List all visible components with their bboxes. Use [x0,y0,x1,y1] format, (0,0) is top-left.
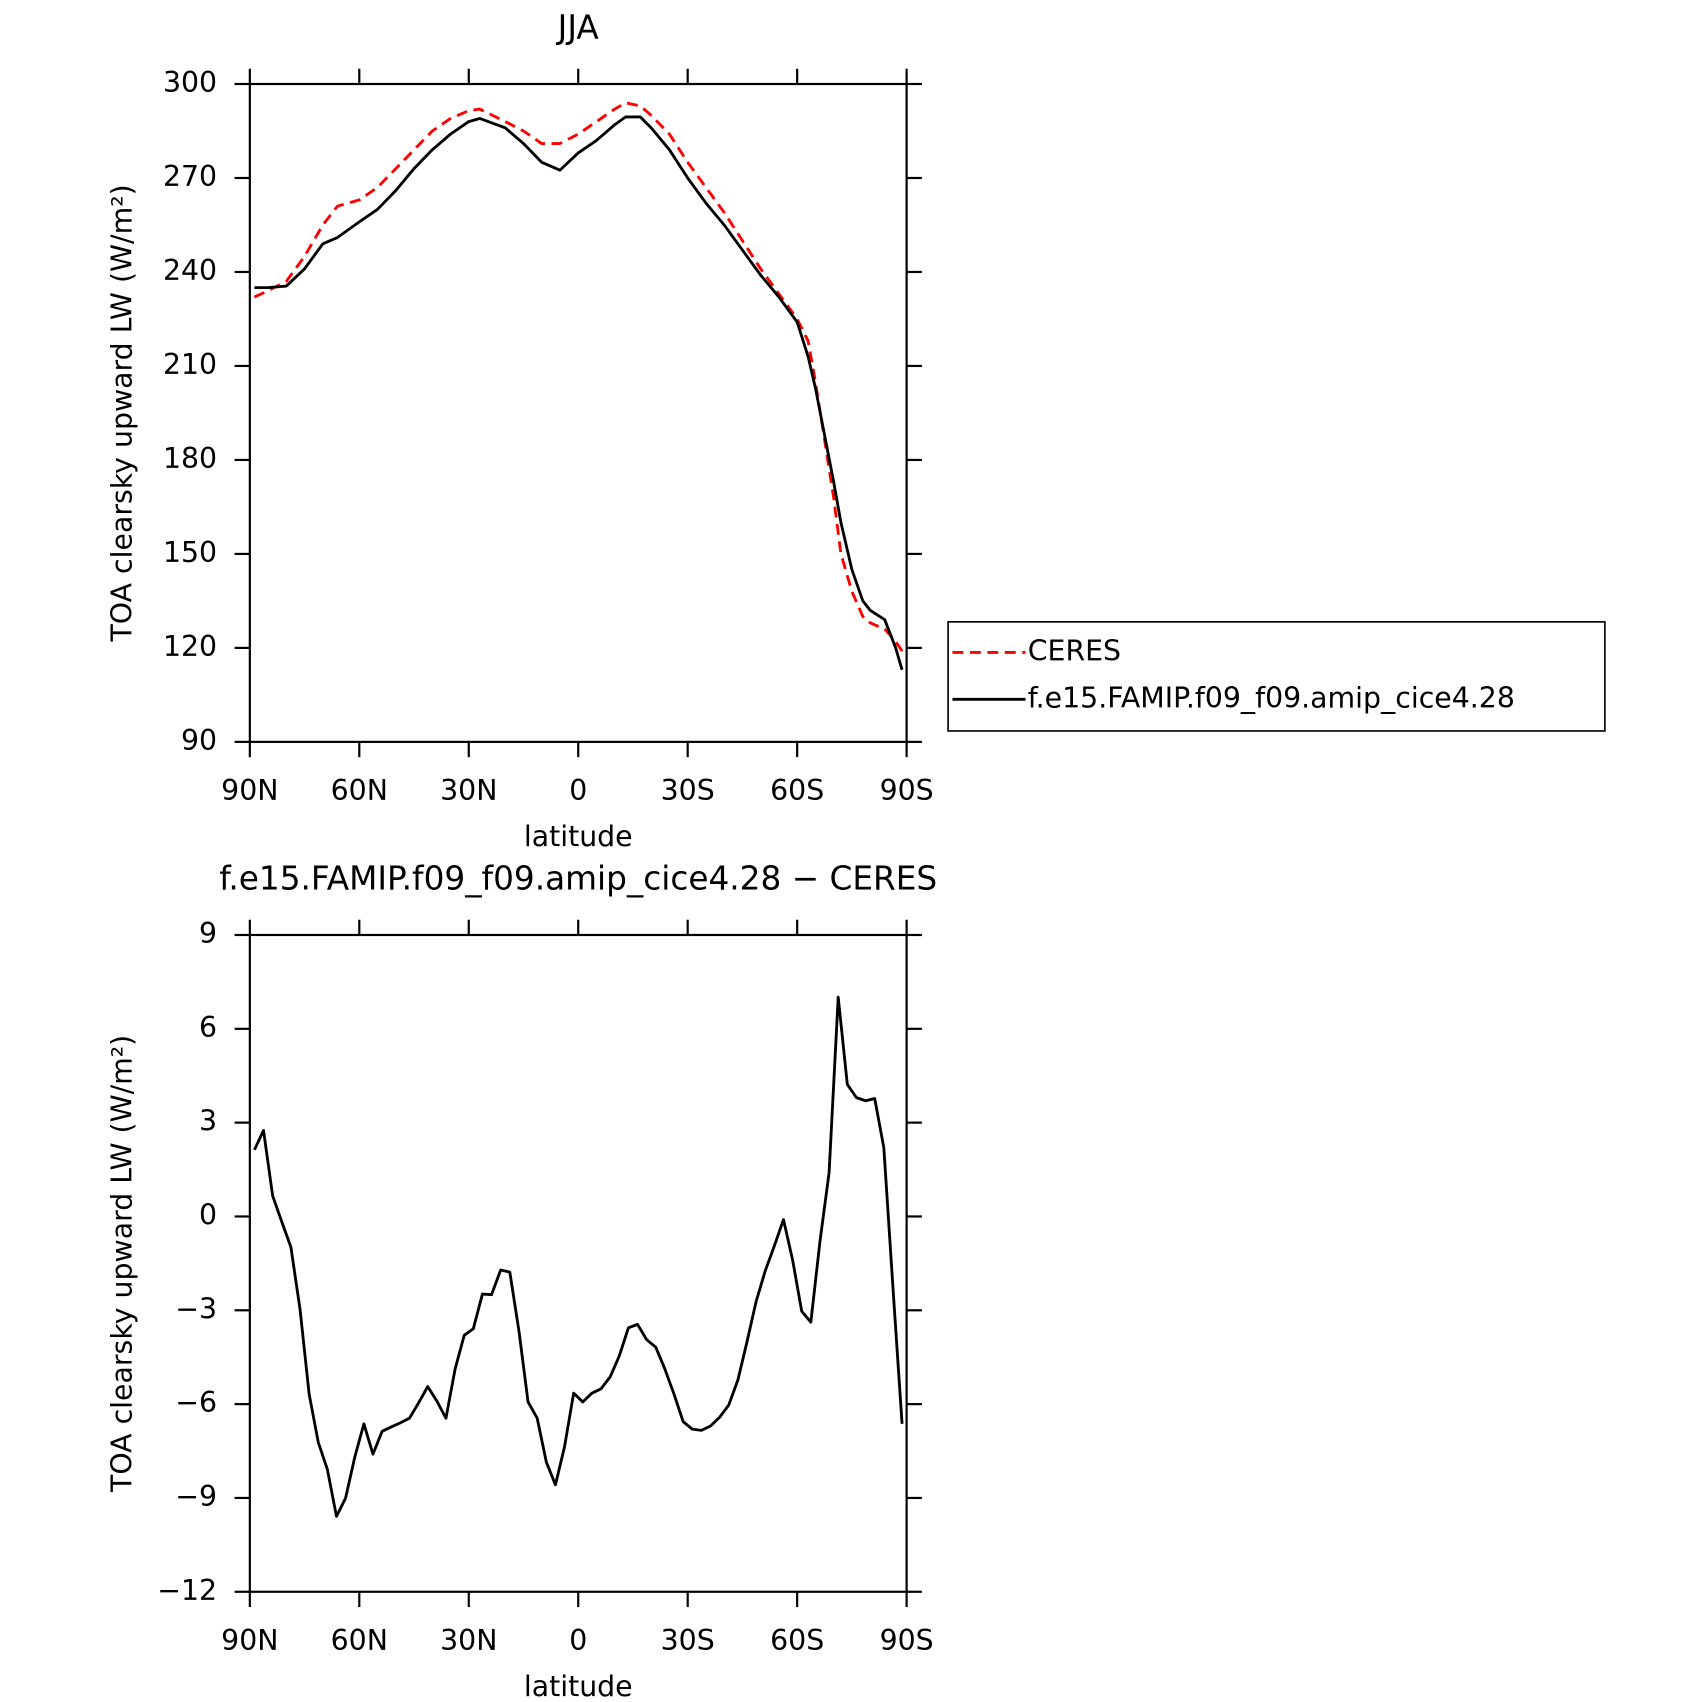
x-tick-label: 90S [880,1624,934,1657]
y-tick-label: −3 [175,1292,217,1325]
data-line [253,101,904,652]
y-tick-label: −12 [157,1574,217,1607]
x-tick-label: 30N [440,1624,497,1657]
y-tick-label: 300 [163,66,217,99]
y-tick-label: 3 [199,1105,217,1138]
y-axis-label: TOA clearsky upward LW (W/m²) [105,184,138,642]
x-tick-label: 0 [569,774,587,807]
y-tick-label: 90 [181,724,217,757]
chart-title: f.e15.FAMIP.f09_f09.amip_cice4.28 − CERE… [219,859,937,897]
legend-label: CERES [1028,634,1121,667]
y-tick-label: 180 [163,442,217,475]
x-tick-label: 30N [440,774,497,807]
x-tick-label: 60N [331,774,388,807]
y-tick-label: −9 [175,1480,217,1513]
x-tick-label: 90N [221,774,278,807]
plot-frame [248,933,908,1593]
legend-box [947,621,1606,732]
y-tick-label: 210 [163,348,217,381]
x-axis-label: latitude [524,1670,633,1702]
chart-title: JJA [556,8,600,46]
y-tick-label: 6 [199,1011,217,1044]
plot-frame [248,82,908,743]
x-tick-label: 90N [221,1624,278,1657]
x-tick-label: 60S [770,774,824,807]
x-tick-label: 30S [661,1624,715,1657]
y-tick-label: 0 [199,1198,217,1231]
y-tick-label: 240 [163,254,217,287]
legend-label: f.e15.FAMIP.f09_f09.amip_cice4.28 [1028,681,1515,714]
x-tick-label: 90S [880,774,934,807]
x-axis-label: latitude [524,820,633,853]
x-tick-label: 0 [569,1624,587,1657]
y-tick-label: 270 [163,160,217,193]
data-line [253,995,904,1518]
x-tick-label: 30S [661,774,715,807]
y-tick-label: 120 [163,630,217,663]
x-tick-label: 60S [770,1624,824,1657]
y-axis-label: TOA clearsky upward LW (W/m²) [105,1035,138,1493]
y-tick-label: −6 [175,1386,217,1419]
canvas: JJA latitude TOA clearsky upward LW (W/m²)… [105,8,1606,1702]
y-tick-label: 9 [199,917,217,950]
x-tick-label: 60N [331,1624,388,1657]
y-tick-label: 150 [163,536,217,569]
data-line [254,115,904,671]
